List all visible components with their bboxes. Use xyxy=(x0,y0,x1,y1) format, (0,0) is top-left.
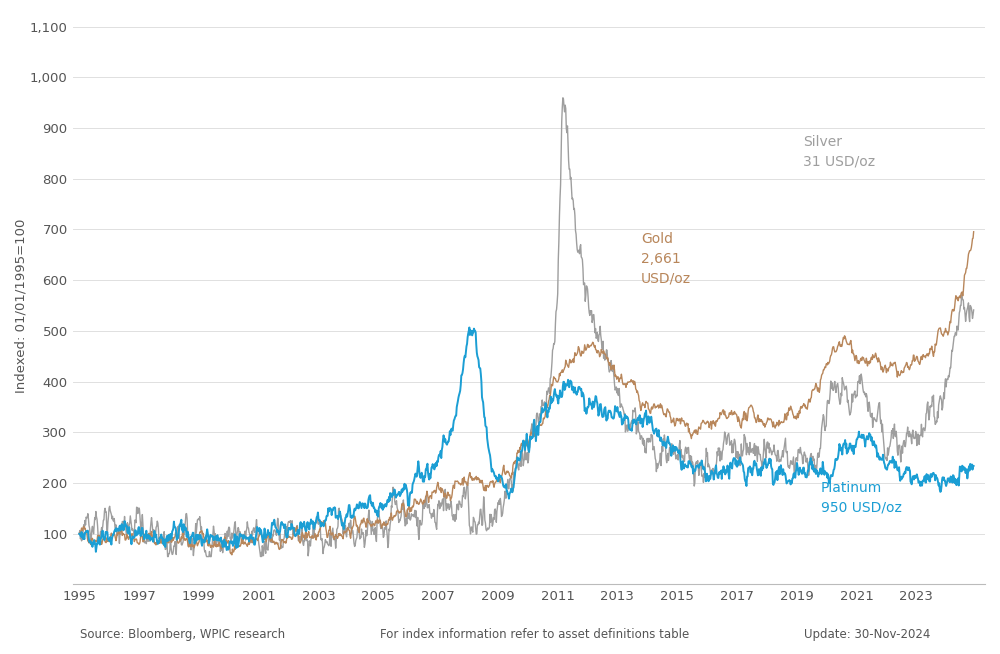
Y-axis label: Indexed: 01/01/1995=100: Indexed: 01/01/1995=100 xyxy=(15,218,28,392)
Text: Silver
31 USD/oz: Silver 31 USD/oz xyxy=(803,135,875,169)
Text: Source: Bloomberg, WPIC research: Source: Bloomberg, WPIC research xyxy=(80,628,285,641)
Text: Platinum
950 USD/oz: Platinum 950 USD/oz xyxy=(821,481,901,515)
Text: Update: 30-Nov-2024: Update: 30-Nov-2024 xyxy=(804,628,930,641)
Text: Gold
2,661
USD/oz: Gold 2,661 USD/oz xyxy=(641,232,691,285)
Text: For index information refer to asset definitions table: For index information refer to asset def… xyxy=(380,628,689,641)
